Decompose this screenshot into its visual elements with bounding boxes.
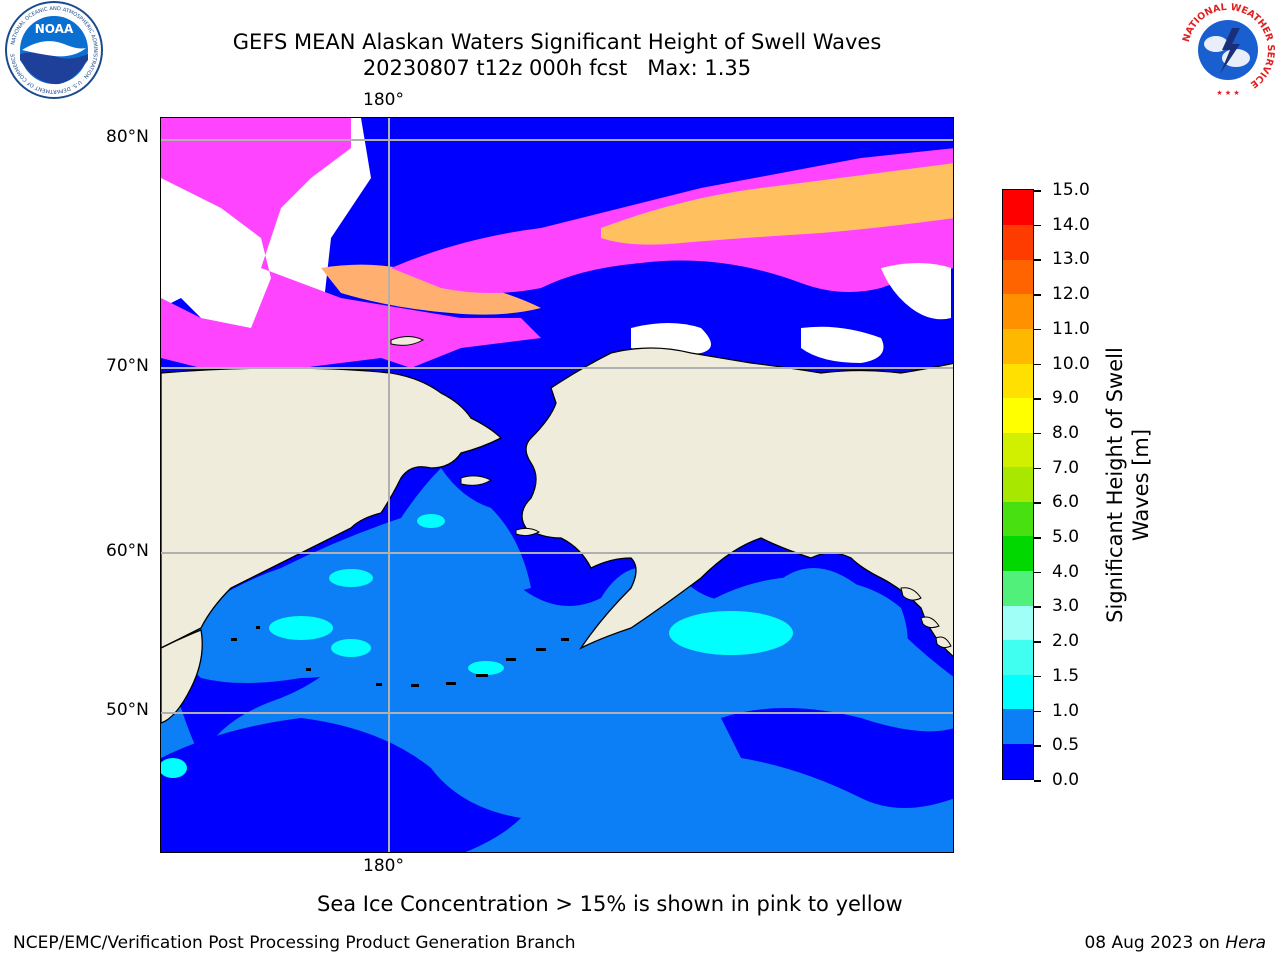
swell-high-patch-gulf — [669, 611, 793, 655]
lon-label-top: 180° — [363, 90, 404, 110]
land-aleutian-islands — [231, 626, 569, 687]
colorbar-tick-mark — [1034, 780, 1041, 782]
land-wrangel-island — [390, 336, 425, 346]
colorbar-tick-mark — [1034, 537, 1041, 539]
colorbar-tick-mark — [1034, 398, 1041, 400]
colorbar-tick-label: 13.0 — [1052, 249, 1090, 270]
lat-label-80: 80°N — [106, 127, 149, 147]
colorbar-tick-label: 0.5 — [1052, 735, 1080, 756]
colorbar-tick-label: 3.0 — [1052, 596, 1080, 617]
host-text: Hera — [1225, 933, 1266, 953]
colorbar-tick-label: 12.0 — [1052, 284, 1090, 305]
swell-height-map — [161, 118, 953, 852]
colorbar-tick-label: 10.0 — [1052, 353, 1090, 374]
colorbar-segment — [1003, 362, 1033, 399]
colorbar-tick-label: 1.0 — [1052, 700, 1080, 721]
sea-ice-orange-east — [601, 163, 953, 245]
colorbar-tick-mark — [1034, 224, 1041, 227]
sea-ice-band-west — [161, 118, 541, 368]
land-siberia — [161, 367, 503, 649]
colorbar-tick-mark — [1034, 571, 1041, 574]
lon-label-bottom: 180° — [363, 856, 404, 876]
sea-ice-white-chukchi — [801, 326, 884, 363]
land-se-alaska-islands — [900, 587, 952, 649]
colorbar-tick-mark — [1034, 467, 1041, 470]
colorbar-tick-mark — [1034, 190, 1041, 192]
colorbar-tick-mark — [1034, 363, 1041, 366]
credit-text: NCEP/EMC/Verification Post Processing Pr… — [13, 933, 576, 953]
swell-high-patch-bering-2 — [331, 639, 371, 657]
colorbar-tick-mark — [1034, 710, 1041, 713]
colorbar-tick-mark — [1034, 432, 1041, 435]
land-nunivak-island — [515, 527, 541, 537]
colorbar-tick-mark — [1034, 294, 1041, 296]
colorbar-tick-label: 8.0 — [1052, 422, 1080, 443]
colorbar-tick-label: 5.0 — [1052, 527, 1080, 548]
colorbar-tick-mark — [1034, 745, 1041, 747]
colorbar-title-line2: Waves [m] — [1129, 428, 1153, 542]
colorbar-tick-label: 15.0 — [1052, 180, 1090, 200]
colorbar-segment — [1003, 293, 1033, 329]
nws-logo: NATIONAL WEATHER SERVICE ★ ★ ★ — [1180, 2, 1276, 98]
chart-subtitle: 20230807 t12z 000h fcst Max: 1.35 — [362, 56, 752, 80]
swell-high-patch-aleutian-east — [468, 661, 504, 675]
colorbar-tick-label: 1.5 — [1052, 665, 1080, 686]
colorbar-tick-label: 9.0 — [1052, 388, 1080, 409]
sea-ice-note: Sea Ice Concentration > 15% is shown in … — [317, 892, 903, 916]
lat-label-70: 70°N — [106, 356, 149, 376]
map-gridlines — [161, 118, 953, 852]
colorbar-tick-mark — [1034, 675, 1041, 678]
swell-high-patch-southwest — [161, 758, 187, 778]
colorbar-tick-mark — [1034, 502, 1041, 504]
swell-low-pocket-south — [161, 718, 521, 852]
colorbar-segment — [1003, 466, 1033, 502]
noaa-logo-text: NOAA — [35, 22, 74, 36]
colorbar-segment — [1003, 605, 1033, 641]
swell-high-patch-bering-3 — [417, 514, 445, 528]
colorbar-tick-mark — [1034, 328, 1041, 331]
swell-high-patch-aleutian-west — [269, 616, 333, 640]
map-panel[interactable] — [160, 117, 954, 853]
colorbar-tick-mark — [1034, 606, 1041, 608]
colorbar-segment — [1003, 397, 1033, 433]
svg-text:★ ★ ★: ★ ★ ★ — [1216, 89, 1239, 97]
colorbar-segment — [1003, 328, 1033, 364]
colorbar — [1002, 189, 1034, 780]
colorbar-tick-label: 4.0 — [1052, 561, 1080, 582]
colorbar-segment — [1003, 432, 1033, 468]
colorbar-tick-label: 6.0 — [1052, 492, 1080, 513]
colorbar-tick-label: 0.0 — [1052, 770, 1080, 790]
colorbar-tick-mark — [1034, 259, 1041, 261]
colorbar-tick-mark — [1034, 641, 1041, 643]
colorbar-segment — [1003, 674, 1033, 710]
colorbar-segment — [1003, 190, 1033, 226]
colorbar-segment — [1003, 570, 1033, 606]
colorbar-segment — [1003, 743, 1033, 779]
colorbar-segment — [1003, 535, 1033, 572]
sea-ice-white-beaufort — [631, 323, 711, 355]
lat-label-50: 50°N — [106, 700, 149, 720]
colorbar-tick-label: 11.0 — [1052, 318, 1090, 339]
colorbar-title: Significant Height of Swell Waves [m] — [1102, 305, 1154, 665]
land-st-lawrence-island — [460, 475, 493, 486]
colorbar-segment — [1003, 639, 1033, 675]
date-stamp: 08 Aug 2023 on Hera — [1084, 933, 1266, 953]
date-text: 08 Aug 2023 on — [1084, 933, 1226, 953]
swell-high-patch-bering-1 — [329, 569, 373, 587]
noaa-logo: NATIONAL OCEANIC AND ATMOSPHERIC ADMINIS… — [5, 1, 103, 99]
sea-ice-white-east — [881, 263, 951, 320]
swell-low-pocket-east — [721, 708, 953, 808]
colorbar-segment — [1003, 224, 1033, 260]
sea-ice-orange-west — [321, 264, 541, 315]
land-kamchatka — [161, 629, 203, 724]
colorbar-tick-label: 7.0 — [1052, 457, 1080, 478]
colorbar-tick-label: 2.0 — [1052, 631, 1080, 652]
colorbar-segment — [1003, 708, 1033, 744]
colorbar-segment — [1003, 501, 1033, 537]
colorbar-segment — [1003, 259, 1033, 295]
colorbar-title-line1: Significant Height of Swell — [1103, 347, 1127, 623]
colorbar-tick-label: 14.0 — [1052, 214, 1090, 235]
chart-title: GEFS MEAN Alaskan Waters Significant Hei… — [232, 30, 882, 54]
lat-label-60: 60°N — [106, 541, 149, 561]
